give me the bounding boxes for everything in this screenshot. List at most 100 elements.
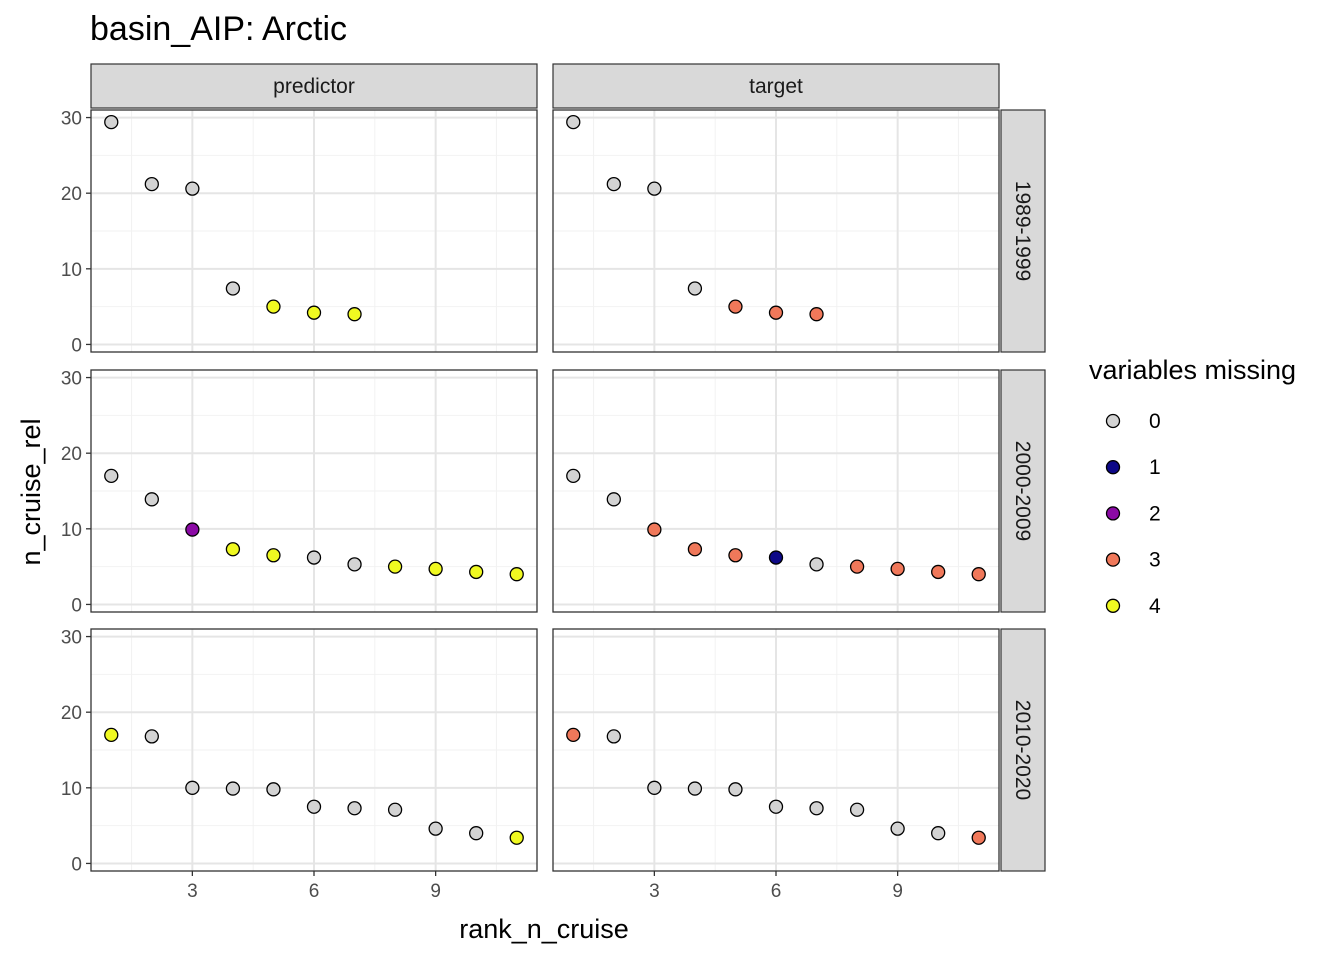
legend-item-0: 0 [1105,410,1161,433]
data-point [509,830,524,845]
panel-border [90,369,538,613]
data-point [809,307,824,322]
strip-label-predictor: predictor [273,75,355,98]
data-point [306,799,322,814]
data-point [469,826,484,841]
legend-label: 4 [1149,595,1161,618]
strip-label-1989-1999: 1989-1999 [1011,181,1034,281]
data-point [387,559,403,574]
panel-target-2010-2020: 3 6 9 [552,628,1000,902]
data-point [469,564,484,580]
legend: 0 1 2 3 4 [1105,410,1161,618]
data-point [185,780,200,795]
data-point [687,781,703,796]
data-point [728,782,743,797]
data-point [428,561,443,577]
data-point [266,299,281,314]
data-point [104,114,119,130]
data-point [647,522,662,537]
legend-label: 2 [1149,502,1161,525]
y-axis-title: n_cruise_rel [16,418,46,565]
y-tick-label: 20 [61,703,82,724]
y-tick-label: 10 [61,520,82,541]
y-tick-label: 20 [61,444,82,465]
y-tick-label: 10 [61,779,82,800]
panel-border [552,369,1000,613]
data-point [566,114,581,130]
panel-predictor-2010-2020: 0 10 20 30 3 6 9 [61,628,538,902]
data-point [566,727,581,743]
legend-item-2: 2 [1105,502,1161,525]
x-tick-label: 9 [892,881,903,902]
y-tick-label: 10 [61,260,82,281]
panel-target-1989-1999 [552,109,1000,353]
y-tick-label: 30 [61,628,82,649]
legend-item-4: 4 [1105,595,1161,618]
data-point [428,821,443,836]
strip-label-2010-2020: 2010-2020 [1011,700,1034,800]
y-tick-label: 30 [61,369,82,390]
data-point [306,550,322,565]
data-point [387,802,403,817]
strip-label-2000-2009: 2000-2009 [1011,441,1034,541]
data-point [347,801,362,816]
y-tick-label: 0 [71,335,82,356]
legend-item-1: 1 [1105,456,1161,479]
legend-title: variables missing [1089,355,1296,385]
data-point [931,564,946,580]
panel-target-2000-2009 [552,369,1000,613]
data-point [849,559,865,574]
data-point [890,821,905,836]
data-point [768,305,784,320]
data-point [347,307,362,322]
data-point [687,281,703,296]
data-point [509,567,524,582]
legend-label: 0 [1149,410,1161,433]
data-point [185,522,200,537]
data-point [687,542,703,557]
data-point [809,801,824,816]
data-point [647,181,662,196]
data-point [104,468,119,484]
data-point [566,468,581,484]
y-tick-label: 30 [61,109,82,130]
data-point [768,799,784,814]
x-tick-label: 3 [187,881,198,902]
chart-title: basin_AIP: Arctic [90,10,347,48]
x-tick-label: 6 [309,881,320,902]
data-point [266,548,281,563]
data-point [306,305,322,320]
legend-key [1105,413,1121,429]
strip-target [552,63,1000,109]
y-tick-label: 0 [71,595,82,616]
y-tick-label: 0 [71,854,82,875]
data-point [931,826,946,841]
x-tick-label: 3 [649,881,660,902]
x-tick-label: 6 [771,881,782,902]
data-point [144,176,159,192]
legend-item-3: 3 [1105,549,1161,572]
data-point [606,729,621,744]
x-tick-label: 9 [430,881,441,902]
panel-border [552,109,1000,353]
data-point [971,567,986,582]
data-point [849,802,865,817]
data-point [809,557,824,572]
data-point [768,550,784,565]
panels: predictor target 1989-1999 2000-2009 2010-20… [61,63,1046,902]
data-point [225,781,241,796]
data-point [266,782,281,797]
panel-border [90,109,538,353]
legend-key [1105,598,1121,613]
data-point [144,729,159,744]
x-axis-title: rank_n_cruise [459,914,629,944]
data-point [185,181,200,196]
strip-1989-1999 [1000,109,1046,353]
data-point [890,561,905,577]
strip-2010-2020 [1000,628,1046,872]
legend-label: 3 [1149,549,1161,572]
data-point [728,548,743,563]
strip-label-target: target [749,75,803,98]
data-point [647,780,662,795]
